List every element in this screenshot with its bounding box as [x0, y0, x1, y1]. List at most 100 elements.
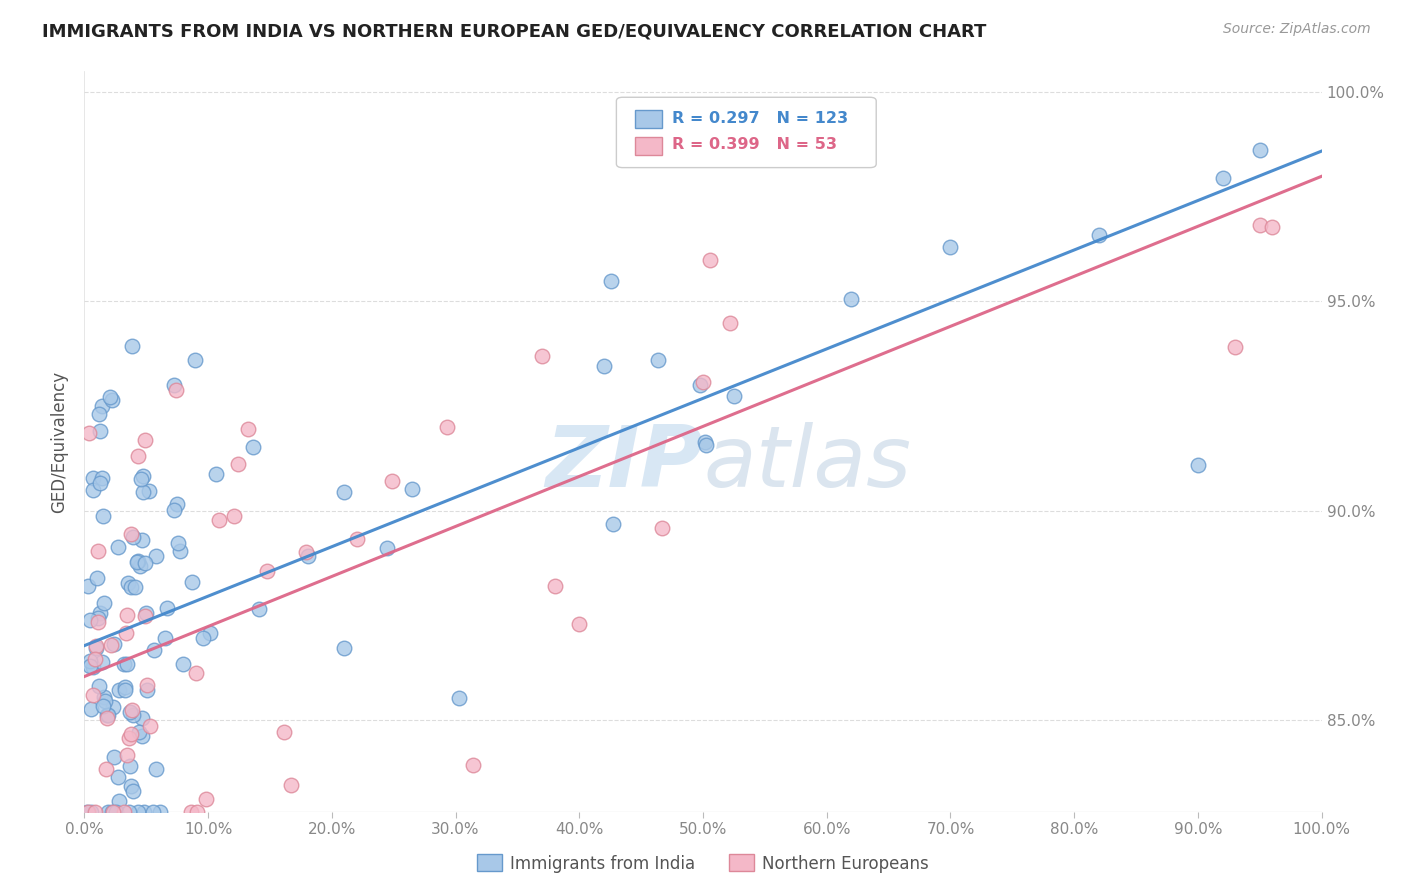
Point	[165, 384, 187, 398]
Point	[91, 399, 114, 413]
Point	[695, 438, 717, 452]
FancyBboxPatch shape	[636, 110, 662, 128]
Point	[128, 559, 150, 574]
Point	[172, 657, 194, 671]
Point	[86, 571, 108, 585]
Point	[135, 606, 157, 620]
Point	[115, 747, 138, 762]
Point	[118, 705, 141, 719]
Point	[156, 600, 179, 615]
Point	[115, 626, 138, 640]
Point	[256, 564, 278, 578]
Point	[692, 102, 714, 116]
Point	[94, 762, 117, 776]
Point	[90, 655, 112, 669]
Point	[107, 540, 129, 554]
Point	[568, 617, 591, 632]
Point	[84, 641, 107, 656]
Point	[436, 420, 458, 434]
Point	[80, 805, 103, 819]
Point	[82, 688, 104, 702]
Point	[89, 607, 111, 621]
Point	[162, 503, 184, 517]
Point	[79, 654, 101, 668]
Point	[599, 274, 621, 288]
Point	[692, 375, 714, 389]
Point	[280, 778, 302, 792]
Point	[93, 596, 115, 610]
Point	[83, 805, 105, 819]
Point	[1249, 144, 1271, 158]
Point	[167, 536, 190, 550]
Legend: Immigrants from India, Northern Europeans: Immigrants from India, Northern European…	[471, 847, 935, 880]
Point	[127, 555, 149, 569]
Point	[121, 338, 143, 352]
Point	[142, 805, 165, 819]
Point	[114, 682, 136, 697]
Point	[76, 579, 98, 593]
Point	[82, 470, 104, 484]
Point	[117, 576, 139, 591]
Point	[112, 657, 135, 672]
Point	[121, 703, 143, 717]
Point	[401, 482, 423, 496]
Point	[1187, 458, 1209, 473]
FancyBboxPatch shape	[636, 136, 662, 155]
Point	[381, 474, 404, 488]
Point	[103, 699, 125, 714]
Point	[593, 359, 616, 373]
Point	[333, 485, 356, 500]
Point	[101, 805, 124, 819]
Point	[115, 607, 138, 622]
Point	[939, 240, 962, 254]
Point	[153, 631, 176, 645]
Point	[531, 349, 554, 363]
Point	[143, 643, 166, 657]
Point	[87, 611, 110, 625]
Point	[129, 472, 152, 486]
Point	[138, 483, 160, 498]
Point	[186, 805, 208, 819]
Point	[163, 378, 186, 392]
Point	[107, 794, 129, 808]
Point	[139, 719, 162, 733]
Point	[120, 758, 142, 772]
Point	[76, 805, 98, 819]
Point	[186, 665, 208, 680]
Point	[103, 750, 125, 764]
Point	[226, 457, 249, 471]
Point	[93, 690, 115, 704]
Point	[699, 253, 721, 268]
Text: R = 0.399   N = 53: R = 0.399 N = 53	[672, 137, 837, 153]
Point	[131, 711, 153, 725]
Point	[120, 580, 142, 594]
Point	[181, 575, 204, 590]
Point	[98, 390, 121, 404]
Point	[100, 638, 122, 652]
Point	[841, 128, 863, 142]
Point	[93, 698, 115, 713]
Text: ZIP: ZIP	[546, 422, 703, 505]
Text: Source: ZipAtlas.com: Source: ZipAtlas.com	[1223, 22, 1371, 37]
Point	[89, 407, 111, 421]
Point	[96, 707, 118, 722]
Point	[1261, 219, 1284, 234]
Point	[134, 608, 156, 623]
Point	[122, 784, 145, 798]
Point	[82, 659, 104, 673]
Point	[145, 549, 167, 564]
Point	[242, 440, 264, 454]
Point	[1249, 219, 1271, 233]
Point	[602, 517, 624, 532]
Point	[80, 702, 103, 716]
Point	[84, 639, 107, 653]
Point	[693, 434, 716, 449]
Point	[103, 637, 125, 651]
Point	[117, 657, 139, 671]
Point	[131, 533, 153, 547]
Point	[651, 520, 673, 534]
Point	[1223, 340, 1246, 354]
Point	[77, 805, 100, 819]
Point	[120, 727, 142, 741]
Point	[122, 530, 145, 544]
